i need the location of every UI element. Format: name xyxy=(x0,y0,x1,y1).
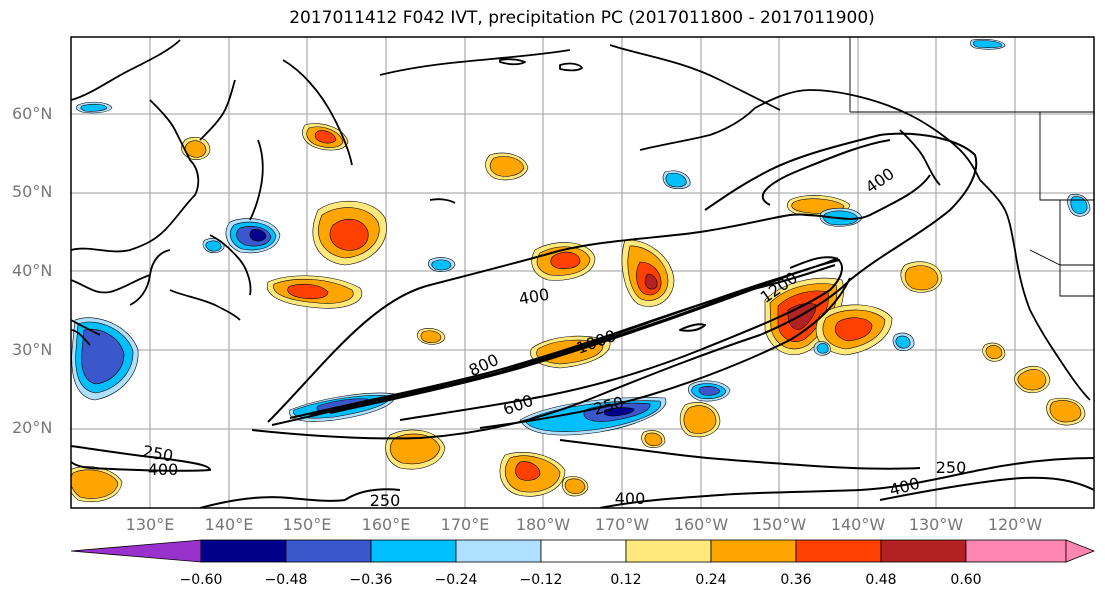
lon-label-140e: 140°E xyxy=(204,515,254,534)
colorbar-tick-label: −0.36 xyxy=(349,572,393,588)
colorbar-tick-label: −0.48 xyxy=(264,572,308,588)
map-frame xyxy=(70,36,1095,509)
map-title: 2017011412 F042 IVT, precipitation PC (2… xyxy=(289,8,875,28)
colorbar-extend-high xyxy=(1065,539,1096,563)
lon-label-170e: 170°E xyxy=(440,515,490,534)
colorbar-tick-label: −0.60 xyxy=(179,572,223,588)
lon-label-150w: 150°W xyxy=(751,515,807,534)
ivt-contours xyxy=(71,132,1094,508)
lat-label-50n: 50°N xyxy=(12,182,53,201)
lat-label-20n: 20°N xyxy=(12,418,53,437)
lon-label-150e: 150°E xyxy=(282,515,332,534)
colorbar-segment xyxy=(965,539,1067,563)
contour-label: 400 xyxy=(862,164,898,197)
colorbar-tick-label: 0.60 xyxy=(950,572,982,588)
colorbar-tick-label: 0.12 xyxy=(610,572,642,588)
lon-label-160e: 160°E xyxy=(361,515,411,534)
coastlines xyxy=(71,39,1091,401)
colorbar-segment xyxy=(285,539,372,563)
colorbar-segment xyxy=(795,539,882,563)
colorbar-tick-label: −0.12 xyxy=(519,572,563,588)
contour-label: 400 xyxy=(517,285,550,309)
colorbar-segment xyxy=(370,539,457,563)
colorbar xyxy=(70,539,1096,563)
contour-label: 400 xyxy=(148,460,179,479)
lon-label-130e: 130°E xyxy=(125,515,175,534)
colorbar-tick-label: −0.24 xyxy=(434,572,478,588)
contour-label: 250 xyxy=(370,491,401,510)
precipitation-negative-shading xyxy=(71,38,1091,436)
colorbar-tick-label: 0.36 xyxy=(780,572,812,588)
colorbar-segment xyxy=(540,539,627,563)
colorbar-extend-low xyxy=(70,539,202,563)
lon-label-120w: 120°W xyxy=(987,515,1043,534)
lon-label-140w: 140°W xyxy=(830,515,886,534)
contour-label: 400 xyxy=(887,474,921,500)
lat-label-40n: 40°N xyxy=(12,261,53,280)
lon-label-180w: 180°W xyxy=(515,515,571,534)
lon-label-170w: 170°W xyxy=(594,515,650,534)
colorbar-segment xyxy=(455,539,542,563)
contour-label: 250 xyxy=(936,458,967,477)
lat-label-30n: 30°N xyxy=(12,340,53,359)
contour-label: 400 xyxy=(615,489,646,508)
lat-label-60n: 60°N xyxy=(12,104,53,123)
colorbar-segment xyxy=(625,539,712,563)
colorbar-tick-label: 0.48 xyxy=(865,572,897,588)
colorbar-segment xyxy=(710,539,797,563)
lon-label-160w: 160°W xyxy=(673,515,729,534)
lon-label-130w: 130°W xyxy=(908,515,964,534)
precipitation-positive-shading xyxy=(71,123,1086,503)
colorbar-segment xyxy=(880,539,967,563)
political-borders xyxy=(849,37,1094,297)
colorbar-tick-label: 0.24 xyxy=(695,572,727,588)
colorbar-segment xyxy=(200,539,287,563)
